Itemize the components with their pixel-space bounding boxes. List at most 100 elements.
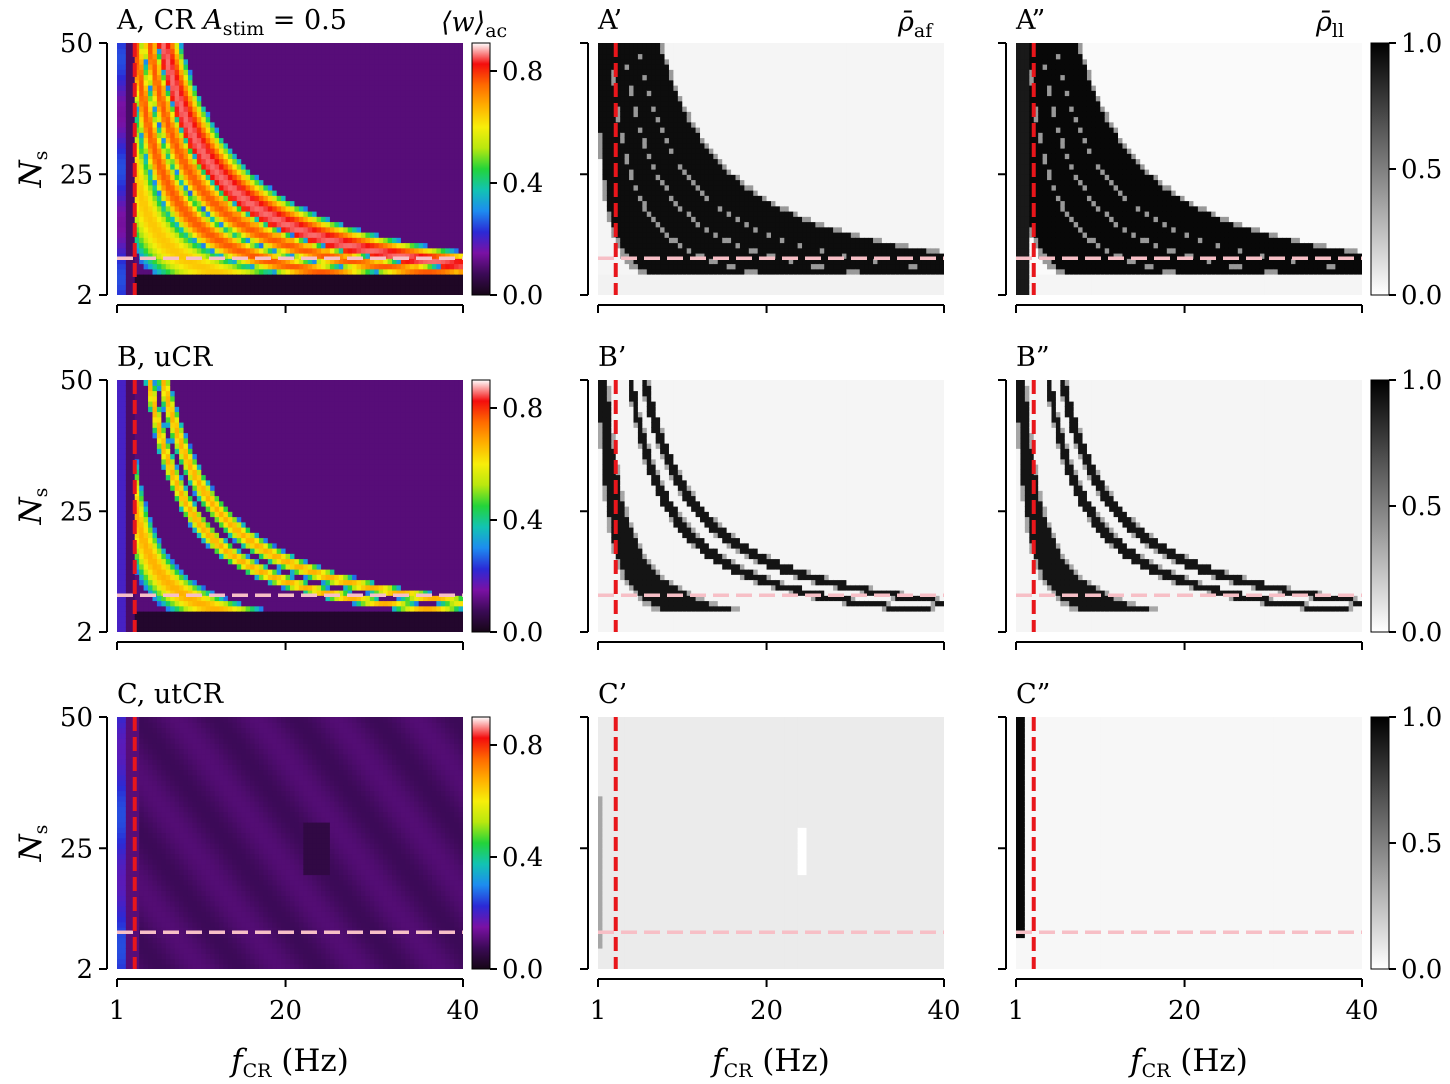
heatmap-cell bbox=[254, 268, 260, 275]
heatmap-cell bbox=[700, 221, 706, 228]
heatmap-cell bbox=[615, 90, 621, 97]
heatmap-cell bbox=[682, 90, 688, 97]
heatmap-cell bbox=[396, 284, 402, 291]
heatmap-cell bbox=[646, 205, 652, 212]
heatmap-cells bbox=[117, 43, 463, 295]
heatmap-cell bbox=[660, 174, 666, 181]
heatmap-cell bbox=[396, 205, 402, 212]
colorbar bbox=[471, 42, 491, 296]
heatmap-cell bbox=[201, 53, 207, 60]
heatmap-cell bbox=[148, 95, 154, 102]
heatmap-cell bbox=[624, 58, 630, 65]
heatmap-cell bbox=[624, 153, 630, 160]
heatmap-cell bbox=[606, 274, 612, 280]
heatmap-cell bbox=[170, 43, 176, 49]
heatmap-cell bbox=[374, 247, 380, 254]
heatmap-cell bbox=[677, 48, 683, 55]
heatmap-cell bbox=[360, 106, 367, 112]
heatmap-cell bbox=[303, 48, 309, 55]
heatmap-cell bbox=[651, 184, 657, 191]
heatmap-cell bbox=[383, 163, 389, 170]
heatmap-cell bbox=[633, 205, 639, 212]
heatmap-cell bbox=[165, 121, 171, 128]
heatmap-cell bbox=[205, 64, 211, 70]
heatmap-cell bbox=[633, 148, 639, 154]
heatmap-cell bbox=[695, 253, 701, 259]
heatmap-cell bbox=[352, 79, 358, 86]
heatmap-cell bbox=[285, 48, 291, 55]
heatmap-cell bbox=[682, 247, 688, 254]
heatmap-cell bbox=[356, 289, 362, 295]
heatmap-cell bbox=[598, 121, 604, 128]
heatmap-cell bbox=[254, 116, 260, 123]
heatmap-cell bbox=[611, 179, 617, 186]
heatmap-cell bbox=[121, 69, 127, 76]
heatmap-cell bbox=[418, 279, 424, 286]
heatmap-cell bbox=[343, 253, 349, 259]
heatmap-cell bbox=[704, 53, 710, 60]
heatmap-cell bbox=[183, 211, 189, 217]
heatmap-cell bbox=[440, 279, 446, 286]
heatmap-cell bbox=[602, 184, 608, 191]
heatmap-cell bbox=[445, 232, 451, 238]
heatmap-cell bbox=[298, 121, 304, 128]
heatmap-cell bbox=[236, 64, 242, 70]
heatmap-cell bbox=[691, 211, 697, 217]
heatmap-cell bbox=[445, 169, 451, 175]
heatmap-cell bbox=[360, 116, 367, 123]
heatmap-cell bbox=[174, 242, 180, 249]
heatmap-cell bbox=[378, 190, 384, 196]
heatmap-cell bbox=[143, 169, 149, 175]
heatmap-cell bbox=[637, 216, 643, 223]
heatmap-cell bbox=[664, 237, 670, 244]
heatmap-cell bbox=[660, 195, 666, 202]
heatmap-cell bbox=[148, 174, 154, 181]
heatmap-cell bbox=[405, 53, 411, 60]
heatmap-cell bbox=[201, 247, 207, 254]
heatmap-cell bbox=[236, 221, 242, 228]
heatmap-cell bbox=[668, 237, 675, 244]
heatmap-cell bbox=[210, 69, 216, 76]
heatmap-cell bbox=[423, 100, 429, 107]
heatmap-cell bbox=[440, 174, 446, 181]
heatmap-cell bbox=[156, 158, 162, 165]
heatmap-cell bbox=[139, 137, 145, 144]
heatmap-cell bbox=[338, 64, 344, 70]
heatmap-cell bbox=[117, 43, 123, 49]
heatmap-cell bbox=[409, 121, 415, 128]
heatmap-cell bbox=[343, 274, 349, 280]
heatmap-cell bbox=[454, 216, 460, 223]
heatmap-cell bbox=[392, 95, 398, 102]
heatmap-cell bbox=[263, 100, 269, 107]
heatmap-cell bbox=[708, 174, 714, 181]
heatmap-cell bbox=[312, 216, 318, 223]
heatmap-cell bbox=[303, 179, 309, 186]
heatmap-cell bbox=[321, 100, 327, 107]
heatmap-cell bbox=[258, 111, 264, 118]
heatmap-cell bbox=[334, 148, 340, 154]
heatmap-cell bbox=[374, 116, 380, 123]
heatmap-cell bbox=[704, 132, 710, 139]
heatmap-cell bbox=[686, 216, 692, 223]
heatmap-cell bbox=[637, 132, 643, 139]
heatmap-cell bbox=[682, 69, 688, 76]
heatmap-cell bbox=[316, 58, 322, 65]
heatmap-cell bbox=[677, 184, 683, 191]
heatmap-cell bbox=[445, 127, 451, 133]
heatmap-cell bbox=[633, 85, 639, 91]
heatmap-cell bbox=[245, 111, 251, 118]
heatmap-cell bbox=[183, 90, 189, 97]
heatmap-cell bbox=[143, 85, 149, 91]
heatmap-cell bbox=[316, 258, 322, 265]
heatmap-cell bbox=[347, 242, 353, 249]
heatmap-cell bbox=[602, 85, 608, 91]
heatmap-cell bbox=[290, 169, 296, 175]
heatmap-cell bbox=[267, 90, 273, 97]
heatmap-cell bbox=[201, 58, 207, 65]
heatmap-cell bbox=[325, 253, 331, 259]
heatmap-cell bbox=[219, 79, 225, 86]
heatmap-cell bbox=[227, 289, 233, 295]
heatmap-cell bbox=[125, 174, 131, 181]
heatmap-cell bbox=[316, 74, 322, 81]
heatmap-cell bbox=[660, 121, 666, 128]
